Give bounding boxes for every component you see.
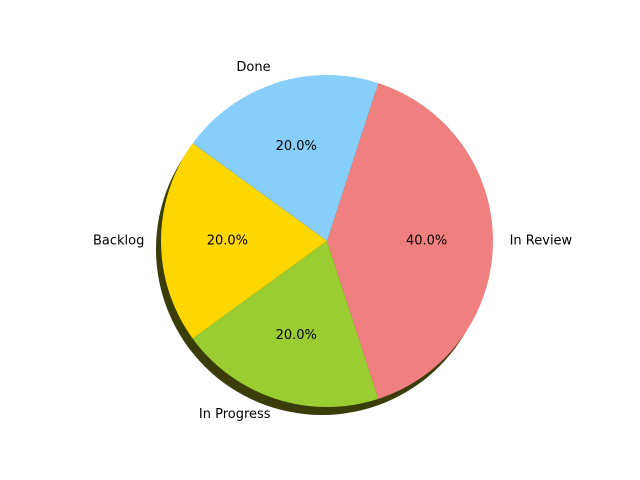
pie-percent-label-in-review: 40.0% xyxy=(406,234,447,249)
pie-slices xyxy=(161,75,493,407)
pie-category-label-done: Done xyxy=(236,60,270,75)
pie-category-label-in-progress: In Progress xyxy=(199,407,271,422)
pie-category-labels: In Review Done Backlog In Progress xyxy=(93,60,573,422)
pie-slice-done xyxy=(192,75,379,242)
pie-percent-label-done: 20.0% xyxy=(276,139,317,154)
pie-slice-in-progress xyxy=(192,241,379,407)
pie-slice-backlog xyxy=(161,143,327,339)
pie-percent-label-backlog: 20.0% xyxy=(207,234,248,249)
pie-percent-labels: 40.0% 20.0% 20.0% 20.0% xyxy=(207,139,448,343)
pie-percent-label-in-progress: 20.0% xyxy=(276,328,317,343)
pie-category-label-in-review: In Review xyxy=(510,234,573,249)
pie-category-label-backlog: Backlog xyxy=(93,234,144,249)
pie-slice-in-review xyxy=(327,83,493,399)
